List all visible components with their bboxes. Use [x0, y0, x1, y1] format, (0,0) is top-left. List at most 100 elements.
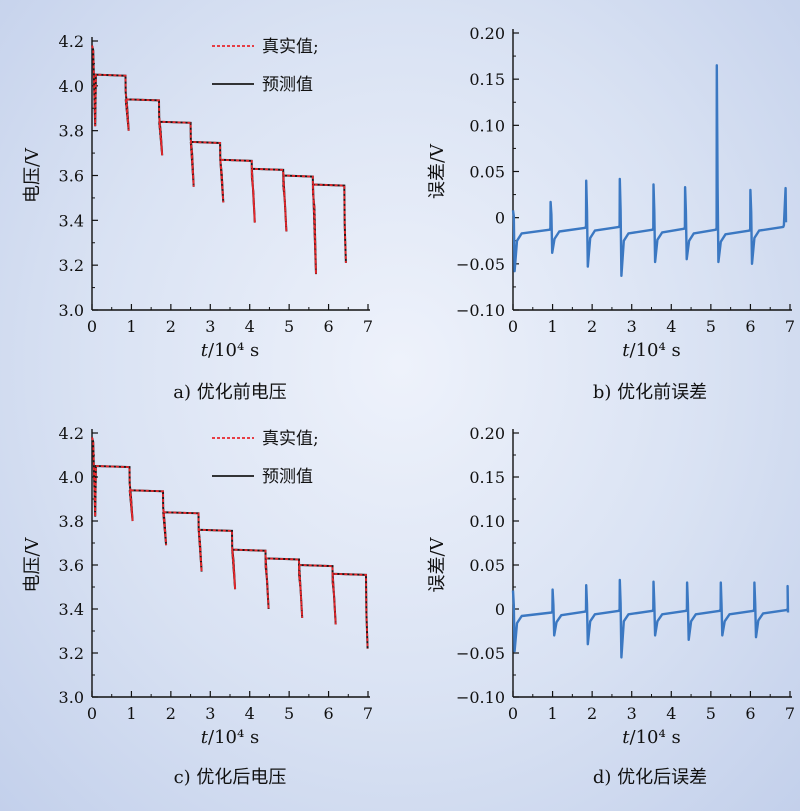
x-tick-label: 3 — [627, 704, 637, 723]
x-tick-label: 0 — [87, 317, 97, 336]
y-tick-label: 0 — [495, 209, 505, 228]
axes-a: 0 1 2 3 4 5 6 7 3.0 3.2 3.4 3.6 3.8 4.0 4.2 — [59, 32, 374, 336]
series-true-line — [91, 437, 369, 649]
y-tick-label: 0.15 — [469, 468, 505, 487]
legend-true-label: 真实值; — [262, 37, 319, 57]
x-tick-label: 2 — [587, 704, 597, 723]
legend: 真实值; 预测值 — [212, 429, 319, 487]
y-tick-label: −0.10 — [456, 688, 505, 707]
y-axis-label: 电压/V — [22, 147, 43, 203]
axes-c: 0 1 2 3 4 5 6 7 3.0 3.2 3.4 3.6 3.8 4.0 4.2 — [59, 424, 374, 723]
y-tick-label: 4.2 — [59, 32, 84, 51]
axes-b: 0 1 2 3 4 5 6 7 −0.10 −0.05 0 0.05 0.10 0.15 0.20 — [456, 24, 795, 336]
x-axis-label-unit: /10⁴ s — [630, 727, 681, 748]
x-tick-label: 7 — [363, 704, 373, 723]
x-tick-label: 4 — [245, 317, 255, 336]
y-axis-label: 电压/V — [22, 536, 43, 592]
y-tick-label: 0.20 — [469, 24, 505, 43]
x-axis-label: t/10⁴ s — [622, 727, 680, 748]
panel-caption: b) 优化前误差 — [593, 382, 707, 403]
series-true-line — [91, 45, 347, 275]
x-tick-label: 1 — [126, 704, 136, 723]
x-tick-label: 6 — [745, 317, 755, 336]
panel-caption: a) 优化前电压 — [173, 382, 286, 403]
x-tick-label: 0 — [508, 704, 518, 723]
y-tick-label: 0.10 — [469, 512, 505, 531]
x-axis-label: t/10⁴ s — [201, 340, 259, 361]
y-tick-label: −0.05 — [456, 255, 505, 274]
x-tick-label: 1 — [126, 317, 136, 336]
y-tick-label: 3.2 — [59, 644, 84, 663]
x-tick-label: 0 — [508, 317, 518, 336]
x-axis-label: t/10⁴ s — [201, 727, 259, 748]
x-axis-label: t/10⁴ s — [622, 340, 680, 361]
x-tick-label: 2 — [166, 704, 176, 723]
x-tick-label: 6 — [323, 704, 333, 723]
y-tick-label: 3.8 — [59, 512, 84, 531]
y-tick-label: 3.4 — [59, 211, 84, 230]
panel-d: 0 1 2 3 4 5 6 7 −0.10 −0.05 0 0.05 0.10 0.15 0.20 t/10⁴… — [427, 424, 795, 788]
x-tick-label: 7 — [363, 317, 373, 336]
x-tick-label: 3 — [205, 317, 215, 336]
y-tick-label: −0.05 — [456, 644, 505, 663]
y-tick-label: 0.10 — [469, 116, 505, 135]
y-tick-label: 0.15 — [469, 70, 505, 89]
x-tick-label: 7 — [785, 704, 795, 723]
x-tick-label: 2 — [166, 317, 176, 336]
x-tick-label: 4 — [245, 704, 255, 723]
legend: 真实值; 预测值 — [212, 37, 319, 95]
series-error-line — [511, 64, 788, 277]
legend-pred-label: 预测值 — [262, 75, 313, 95]
y-tick-label: 3.4 — [59, 600, 84, 619]
x-tick-label: 5 — [284, 704, 294, 723]
x-tick-label: 4 — [666, 704, 676, 723]
x-tick-label: 2 — [587, 317, 597, 336]
x-axis-label-unit: /10⁴ s — [630, 340, 681, 361]
y-tick-label: 0.05 — [469, 556, 505, 575]
x-axis-label-unit: /10⁴ s — [208, 727, 259, 748]
x-tick-label: 1 — [547, 704, 557, 723]
series-error-line — [511, 578, 790, 659]
x-tick-label: 5 — [706, 317, 716, 336]
panel-a: 0 1 2 3 4 5 6 7 3.0 3.2 3.4 3.6 3.8 4.0 4.2 t/10⁴ s 电压/V… — [22, 32, 373, 403]
y-tick-label: 0.20 — [469, 424, 505, 443]
x-axis-label-unit: /10⁴ s — [208, 340, 259, 361]
panel-caption: c) 优化后电压 — [174, 767, 287, 788]
y-tick-label: −0.10 — [456, 301, 505, 320]
y-tick-label: 3.6 — [59, 556, 84, 575]
x-axis-label-var: t — [201, 340, 209, 361]
y-tick-label: 0 — [495, 600, 505, 619]
y-tick-label: 3.2 — [59, 256, 84, 275]
y-tick-label: 3.6 — [59, 167, 84, 186]
panel-c: 0 1 2 3 4 5 6 7 3.0 3.2 3.4 3.6 3.8 4.0 4.2 t/10⁴ s 电压/V… — [22, 424, 373, 788]
x-axis-label-var: t — [622, 340, 630, 361]
x-tick-label: 3 — [627, 317, 637, 336]
x-tick-label: 5 — [284, 317, 294, 336]
x-tick-label: 5 — [706, 704, 716, 723]
x-tick-label: 4 — [666, 317, 676, 336]
y-tick-label: 3.0 — [59, 688, 84, 707]
y-tick-label: 4.2 — [59, 424, 84, 443]
x-axis-label-var: t — [201, 727, 209, 748]
x-tick-label: 6 — [745, 704, 755, 723]
y-tick-label: 0.05 — [469, 163, 505, 182]
y-tick-label: 4.0 — [59, 468, 84, 487]
series-predicted-line — [91, 437, 369, 649]
y-tick-label: 4.0 — [59, 77, 84, 96]
y-tick-label: 3.8 — [59, 122, 84, 141]
x-tick-label: 0 — [87, 704, 97, 723]
legend-pred-label: 预测值 — [262, 467, 313, 487]
y-axis-label: 误差/V — [427, 536, 448, 592]
x-axis-label-var: t — [622, 727, 630, 748]
axes-d: 0 1 2 3 4 5 6 7 −0.10 −0.05 0 0.05 0.10 0.15 0.20 — [456, 424, 795, 723]
x-tick-label: 3 — [205, 704, 215, 723]
x-tick-label: 1 — [547, 317, 557, 336]
x-tick-label: 6 — [323, 317, 333, 336]
x-tick-label: 7 — [785, 317, 795, 336]
panel-caption: d) 优化后误差 — [593, 767, 707, 788]
panel-b: 0 1 2 3 4 5 6 7 −0.10 −0.05 0 0.05 0.10 0.15 0.20 t/10⁴… — [427, 24, 795, 403]
legend-true-label: 真实值; — [262, 429, 319, 449]
y-tick-label: 3.0 — [59, 301, 84, 320]
